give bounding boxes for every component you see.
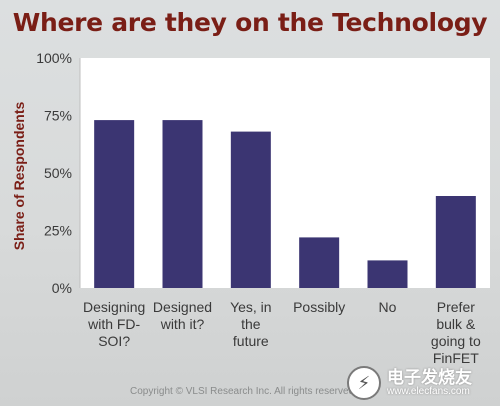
- lightning-logo-icon: ⚡: [347, 366, 381, 400]
- chart-title: Where are they on the Technology: [12, 8, 488, 37]
- copyright-footer: Copyright © VLSI Research Inc. All right…: [130, 386, 357, 397]
- bar: [299, 237, 340, 288]
- bar: [435, 196, 476, 288]
- category-label: No: [379, 299, 397, 315]
- watermark: ⚡ 电子发烧友 www.elecfans.com: [347, 366, 472, 400]
- y-tick-label: 0%: [52, 280, 72, 296]
- y-tick-label: 100%: [36, 50, 72, 66]
- category-label: Designed with it?: [153, 299, 212, 332]
- bar: [162, 120, 203, 288]
- y-tick-label: 50%: [44, 165, 72, 181]
- category-label: Designing with FD-SOI?: [83, 299, 145, 349]
- category-label: Possibly: [293, 299, 345, 315]
- bar: [94, 120, 135, 288]
- category-labels: Designing with FD-SOI?Designed with it? Yes…: [83, 299, 481, 366]
- watermark-url: www.elecfans.com: [387, 385, 470, 397]
- bar: [367, 260, 408, 288]
- watermark-brand: 电子发烧友: [387, 367, 472, 387]
- category-label: Prefer bulk & going to FinFET: [431, 299, 481, 366]
- y-tick-label: 75%: [44, 108, 72, 124]
- category-label: Yes, in the future: [230, 299, 272, 349]
- bar: [230, 131, 271, 288]
- bars-group: [94, 120, 476, 288]
- plot-area: [80, 58, 490, 288]
- y-axis-ticks: 0% 25% 50% 75% 100%: [36, 50, 72, 296]
- y-tick-label: 25%: [44, 223, 72, 239]
